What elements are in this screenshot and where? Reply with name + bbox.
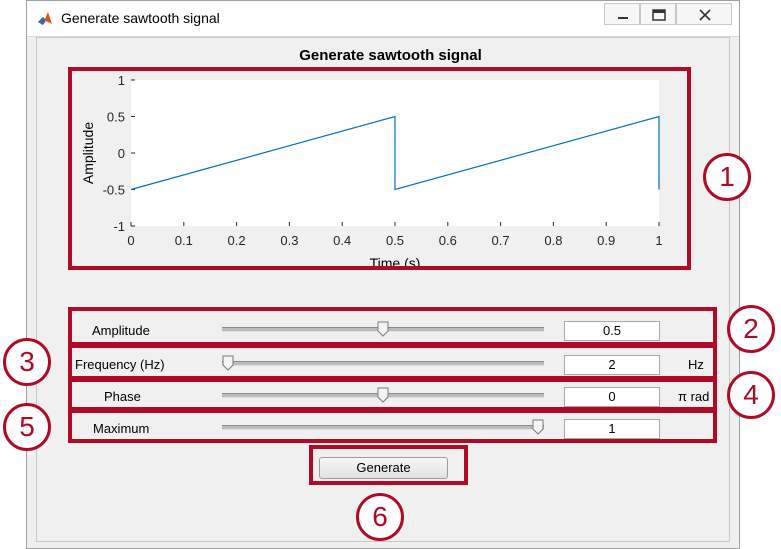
frequency-input[interactable]: 2	[564, 355, 660, 375]
frequency-label: Frequency (Hz)	[75, 357, 165, 372]
phase-unit: π rad	[678, 389, 710, 404]
y-axis-label: Amplitude	[80, 122, 96, 184]
close-icon	[699, 9, 711, 21]
minimize-button[interactable]	[604, 3, 640, 25]
close-button[interactable]	[676, 3, 732, 25]
y-tick-label: 0	[118, 146, 125, 161]
x-tick-label: 0.6	[439, 233, 457, 248]
maximum-label: Maximum	[93, 421, 150, 436]
y-tick-label: -1	[113, 219, 125, 234]
x-tick-label: 0.3	[280, 233, 298, 248]
y-tick-label: -0.5	[103, 183, 125, 198]
y-tick-label: 1	[118, 73, 125, 88]
generate-button[interactable]: Generate	[319, 457, 448, 479]
title-bar: Generate sawtooth signal	[27, 1, 739, 37]
x-axis: 0 0.1 0.2 0.3 0.4 0.5 0.6 0.7 0.8 0.9 1	[127, 222, 663, 248]
callout-badge-6: 6	[356, 493, 404, 541]
window-title: Generate sawtooth signal	[61, 10, 220, 26]
matlab-logo-icon	[38, 12, 52, 25]
x-tick-label: 0.7	[492, 233, 510, 248]
x-tick-label: 0.4	[333, 233, 351, 248]
callout-badge-1: 1	[703, 153, 751, 201]
maximum-slider[interactable]	[222, 425, 544, 430]
y-tick-label: 0.5	[107, 110, 125, 125]
frequency-unit: Hz	[688, 357, 704, 372]
phase-slider-thumb[interactable]	[377, 387, 389, 403]
callout-box-6	[309, 445, 468, 485]
callout-badge-2: 2	[727, 305, 775, 353]
maximum-input[interactable]: 1	[564, 419, 660, 439]
y-axis: -1 -0.5 0 0.5 1	[103, 73, 135, 234]
phase-input[interactable]: 0	[564, 387, 660, 407]
sawtooth-line	[130, 115, 660, 191]
x-tick-label: 0.1	[175, 233, 193, 248]
x-tick-label: 0.2	[228, 233, 246, 248]
x-tick-label: 1	[655, 233, 662, 248]
callout-badge-4: 4	[727, 371, 775, 419]
x-tick-label: 0.8	[544, 233, 562, 248]
phase-label: Phase	[104, 389, 141, 404]
frequency-slider[interactable]	[222, 361, 544, 366]
x-tick-label: 0	[127, 233, 134, 248]
x-tick-label: 0.9	[597, 233, 615, 248]
maximize-button[interactable]	[640, 3, 676, 25]
callout-badge-5: 5	[3, 403, 51, 451]
panel-title: Generate sawtooth signal	[299, 47, 482, 64]
series-group	[130, 115, 660, 191]
callout-badge-3: 3	[3, 338, 51, 386]
restore-icon	[652, 9, 666, 21]
maximum-slider-thumb[interactable]	[532, 419, 544, 435]
callout-box-5	[68, 409, 717, 443]
minimize-icon	[618, 17, 628, 19]
frequency-slider-thumb[interactable]	[222, 355, 234, 371]
amplitude-label: Amplitude	[92, 323, 150, 338]
amplitude-input[interactable]: 0.5	[564, 321, 660, 341]
amplitude-slider-thumb[interactable]	[377, 321, 389, 337]
sawtooth-chart: -1 -0.5 0 0.5 1 0 0.1 0.2 0.3 0.4 0.5 0.6 0.7 0.8 0.9…	[80, 73, 663, 270]
callout-box-1	[68, 67, 691, 270]
x-tick-label: 0.5	[386, 233, 404, 248]
